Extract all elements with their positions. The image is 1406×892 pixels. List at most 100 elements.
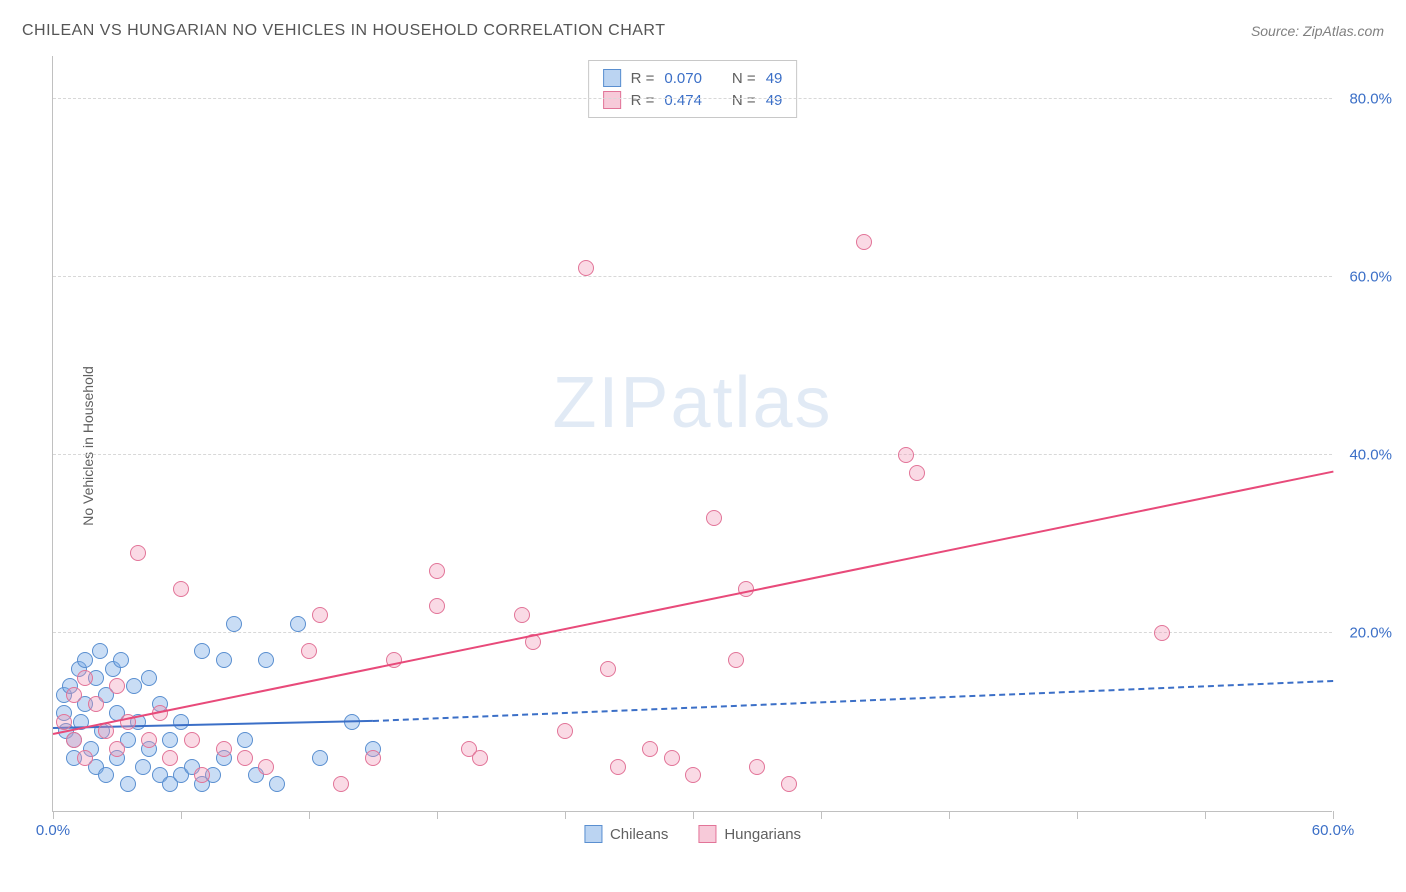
x-tick bbox=[949, 811, 950, 819]
data-point bbox=[109, 678, 125, 694]
x-tick bbox=[565, 811, 566, 819]
legend-swatch bbox=[698, 825, 716, 843]
legend-label: Hungarians bbox=[724, 826, 801, 843]
data-point bbox=[56, 714, 72, 730]
legend-label: Chileans bbox=[610, 826, 668, 843]
r-label: R = bbox=[631, 70, 655, 87]
r-value: 0.070 bbox=[664, 70, 702, 87]
data-point bbox=[135, 759, 151, 775]
n-label: N = bbox=[732, 70, 756, 87]
data-point bbox=[98, 767, 114, 783]
watermark: ZIPatlas bbox=[552, 362, 832, 444]
x-tick bbox=[437, 811, 438, 819]
legend-swatch bbox=[603, 69, 621, 87]
data-point bbox=[514, 607, 530, 623]
r-value: 0.474 bbox=[664, 92, 702, 109]
data-point bbox=[258, 652, 274, 668]
x-tick bbox=[53, 811, 54, 819]
data-point bbox=[173, 581, 189, 597]
data-point bbox=[301, 643, 317, 659]
data-point bbox=[578, 260, 594, 276]
data-point bbox=[77, 750, 93, 766]
r-label: R = bbox=[631, 92, 655, 109]
data-point bbox=[749, 759, 765, 775]
data-point bbox=[312, 607, 328, 623]
gridline bbox=[53, 454, 1332, 455]
gridline bbox=[53, 98, 1332, 99]
data-point bbox=[194, 643, 210, 659]
series-legend: Chileans Hungarians bbox=[584, 825, 801, 843]
data-point bbox=[429, 598, 445, 614]
x-tick bbox=[693, 811, 694, 819]
header-row: CHILEAN VS HUNGARIAN NO VEHICLES IN HOUS… bbox=[22, 22, 1384, 40]
y-tick-label: 40.0% bbox=[1349, 447, 1392, 464]
data-point bbox=[856, 234, 872, 250]
data-point bbox=[162, 750, 178, 766]
data-point bbox=[162, 732, 178, 748]
scatter-plot: ZIPatlas R =0.070N =49R =0.474N =49 Chil… bbox=[52, 56, 1332, 812]
data-point bbox=[66, 687, 82, 703]
gridline bbox=[53, 276, 1332, 277]
y-tick-label: 80.0% bbox=[1349, 91, 1392, 108]
trend-line bbox=[373, 680, 1333, 722]
data-point bbox=[898, 447, 914, 463]
data-point bbox=[706, 510, 722, 526]
y-tick-label: 20.0% bbox=[1349, 625, 1392, 642]
data-point bbox=[290, 616, 306, 632]
n-label: N = bbox=[732, 92, 756, 109]
data-point bbox=[126, 678, 142, 694]
data-point bbox=[642, 741, 658, 757]
data-point bbox=[610, 759, 626, 775]
data-point bbox=[664, 750, 680, 766]
data-point bbox=[88, 696, 104, 712]
data-point bbox=[216, 741, 232, 757]
data-point bbox=[909, 465, 925, 481]
correlation-stats-box: R =0.070N =49R =0.474N =49 bbox=[588, 60, 798, 118]
data-point bbox=[781, 776, 797, 792]
data-point bbox=[557, 723, 573, 739]
data-point bbox=[141, 670, 157, 686]
x-tick-label: 0.0% bbox=[36, 822, 70, 839]
data-point bbox=[685, 767, 701, 783]
y-tick-label: 60.0% bbox=[1349, 269, 1392, 286]
data-point bbox=[429, 563, 445, 579]
data-point bbox=[77, 652, 93, 668]
legend-item: Chileans bbox=[584, 825, 668, 843]
data-point bbox=[258, 759, 274, 775]
x-tick bbox=[181, 811, 182, 819]
data-point bbox=[216, 652, 232, 668]
data-point bbox=[66, 732, 82, 748]
data-point bbox=[141, 732, 157, 748]
legend-item: Hungarians bbox=[698, 825, 801, 843]
x-tick bbox=[1077, 811, 1078, 819]
legend-swatch bbox=[584, 825, 602, 843]
n-value: 49 bbox=[766, 70, 783, 87]
data-point bbox=[184, 732, 200, 748]
data-point bbox=[472, 750, 488, 766]
data-point bbox=[77, 670, 93, 686]
gridline bbox=[53, 632, 1332, 633]
data-point bbox=[312, 750, 328, 766]
x-tick-label: 60.0% bbox=[1312, 822, 1355, 839]
data-point bbox=[92, 643, 108, 659]
data-point bbox=[237, 732, 253, 748]
x-tick bbox=[309, 811, 310, 819]
data-point bbox=[269, 776, 285, 792]
x-tick bbox=[821, 811, 822, 819]
data-point bbox=[333, 776, 349, 792]
data-point bbox=[173, 714, 189, 730]
data-point bbox=[365, 750, 381, 766]
data-point bbox=[130, 545, 146, 561]
data-point bbox=[109, 741, 125, 757]
data-point bbox=[120, 776, 136, 792]
legend-swatch bbox=[603, 91, 621, 109]
stats-row: R =0.474N =49 bbox=[603, 89, 783, 111]
chart-title: CHILEAN VS HUNGARIAN NO VEHICLES IN HOUS… bbox=[22, 22, 665, 40]
data-point bbox=[1154, 625, 1170, 641]
data-point bbox=[237, 750, 253, 766]
source-attribution: Source: ZipAtlas.com bbox=[1251, 23, 1384, 39]
data-point bbox=[98, 723, 114, 739]
stats-row: R = 0.070 N = 49 bbox=[603, 67, 783, 89]
data-point bbox=[113, 652, 129, 668]
data-point bbox=[226, 616, 242, 632]
